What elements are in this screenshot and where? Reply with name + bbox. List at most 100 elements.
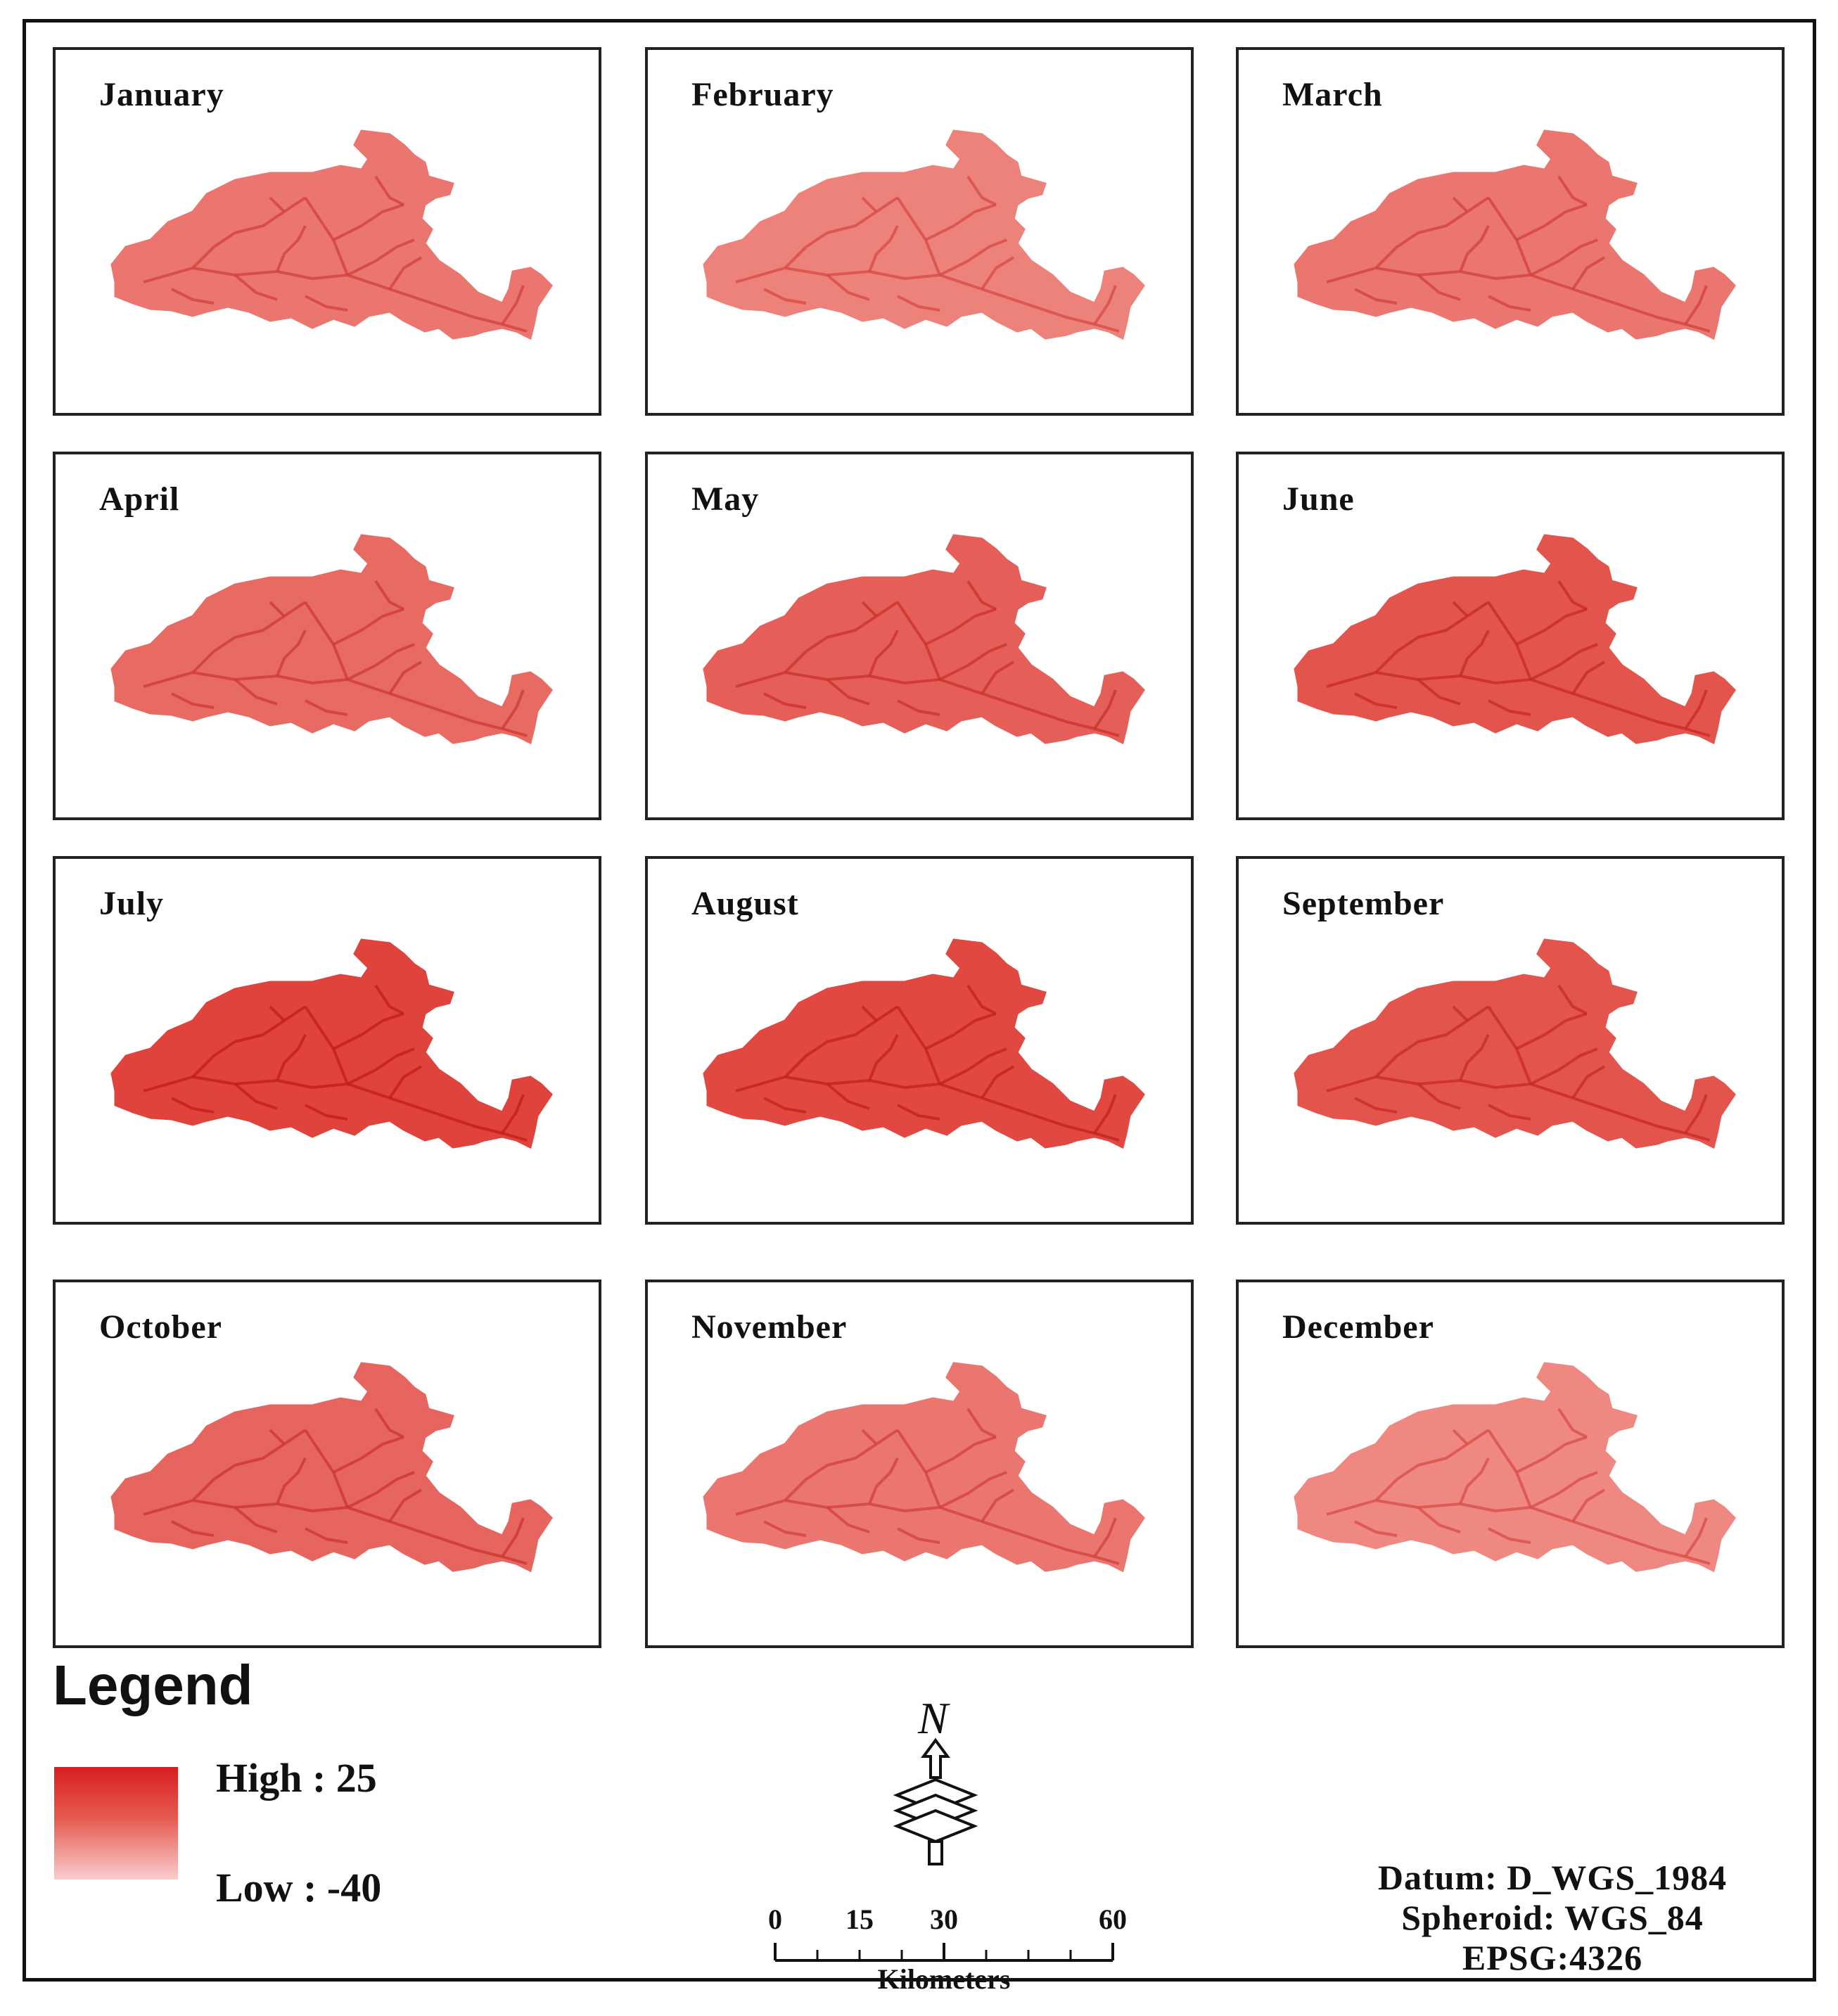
stream-line xyxy=(347,1047,415,1085)
stream-line xyxy=(1488,699,1531,716)
legend-low-label: Low : -40 xyxy=(216,1865,382,1910)
stream-line xyxy=(966,175,997,206)
map-panel-june: June xyxy=(1236,452,1785,820)
stream-line xyxy=(896,1429,941,1508)
stream-line xyxy=(1093,285,1117,326)
stream-line xyxy=(388,1065,423,1099)
stream-line xyxy=(1530,1471,1598,1509)
stream-line xyxy=(981,1065,1015,1099)
stream-line xyxy=(826,1506,870,1533)
stream-line xyxy=(1459,225,1490,272)
stream-line xyxy=(501,689,525,730)
stream-line xyxy=(333,608,404,646)
stream-line xyxy=(896,601,941,680)
stream-line xyxy=(966,1408,997,1438)
stream-line xyxy=(784,1429,899,1502)
stream-line xyxy=(171,1520,215,1537)
stream-line xyxy=(333,1436,404,1474)
stream-line xyxy=(1571,1488,1606,1523)
map-panel-january: January xyxy=(53,47,601,416)
stream-line xyxy=(981,661,1015,695)
map-panel-march: March xyxy=(1236,47,1785,416)
stream-line xyxy=(276,225,307,272)
stream-line xyxy=(1354,692,1398,709)
stream-line xyxy=(1452,196,1469,213)
stream-line xyxy=(1530,238,1598,276)
stream-line xyxy=(784,601,899,674)
legend-high-label: High : 25 xyxy=(216,1755,377,1801)
stream-line xyxy=(1557,1408,1588,1438)
stream-line xyxy=(305,699,348,716)
stream-line xyxy=(1354,1097,1398,1114)
stream-line xyxy=(896,196,941,276)
stream-line xyxy=(861,1005,878,1022)
basin-shape xyxy=(110,129,553,340)
stream-line xyxy=(1417,678,1461,706)
map-panel-october: October xyxy=(53,1280,601,1648)
stream-line xyxy=(1487,196,1532,276)
basin-map xyxy=(1294,534,1736,745)
stream-line xyxy=(1417,274,1461,301)
basin-map xyxy=(1294,129,1736,340)
north-arrow-icon: N xyxy=(893,1693,978,1865)
month-label: April xyxy=(99,480,180,518)
epsg-text: EPSG:4326 xyxy=(1462,1938,1643,1977)
stream-line xyxy=(1093,689,1117,730)
north-arrow-letter: N xyxy=(917,1693,950,1743)
stream-line xyxy=(304,1429,349,1508)
basin-shape xyxy=(110,1362,553,1573)
stream-line xyxy=(304,1005,349,1085)
stream-line xyxy=(171,692,215,709)
stream-line xyxy=(1452,601,1469,618)
stream-line xyxy=(763,1520,807,1537)
map-panel-july: July xyxy=(53,856,601,1225)
stream-line xyxy=(1487,1429,1532,1508)
stream-line xyxy=(1516,1012,1588,1050)
stream-line xyxy=(925,1436,997,1474)
stream-line xyxy=(1684,1517,1708,1558)
stream-line xyxy=(333,203,404,241)
stream-line xyxy=(374,984,404,1015)
stream-line xyxy=(276,1034,307,1081)
basin-shape xyxy=(110,938,553,1149)
legend-color-ramp xyxy=(54,1767,178,1880)
stream-line xyxy=(305,295,348,312)
month-label: June xyxy=(1282,480,1355,518)
basin-map xyxy=(703,129,1145,340)
basin-shape xyxy=(703,534,1145,745)
stream-line xyxy=(1093,1094,1117,1135)
stream-line xyxy=(1571,1065,1606,1099)
stream-line xyxy=(925,203,997,241)
stream-line xyxy=(1459,630,1490,677)
stream-line xyxy=(925,608,997,646)
stream-line xyxy=(861,1429,878,1446)
stream-line xyxy=(1571,661,1606,695)
stream-line xyxy=(1488,1104,1531,1121)
basin-map xyxy=(1294,938,1736,1149)
stream-line xyxy=(501,285,525,326)
stream-line xyxy=(1516,1436,1588,1474)
month-label: February xyxy=(691,76,834,113)
stream-line xyxy=(868,225,899,272)
stream-line xyxy=(1374,196,1490,269)
stream-line xyxy=(304,196,349,276)
stream-line xyxy=(861,601,878,618)
basin-map xyxy=(110,1362,553,1573)
stream-line xyxy=(269,1005,286,1022)
stream-line xyxy=(269,601,286,618)
map-frame: January February March April May June July Augu… xyxy=(23,19,1816,1995)
stream-line xyxy=(388,256,423,291)
stream-line xyxy=(347,1471,415,1509)
stream-line xyxy=(897,1104,940,1121)
stream-line xyxy=(826,274,870,301)
month-label: November xyxy=(691,1308,848,1346)
stream-line xyxy=(1452,1429,1469,1446)
scale-unit-label: Kilometers xyxy=(878,1963,1011,1995)
basin-map xyxy=(110,534,553,745)
stream-line xyxy=(374,1408,404,1438)
stream-line xyxy=(276,1457,307,1505)
stream-line xyxy=(763,288,807,305)
basin-shape xyxy=(703,1362,1145,1573)
stream-line xyxy=(1557,175,1588,206)
stream-line xyxy=(868,1457,899,1505)
